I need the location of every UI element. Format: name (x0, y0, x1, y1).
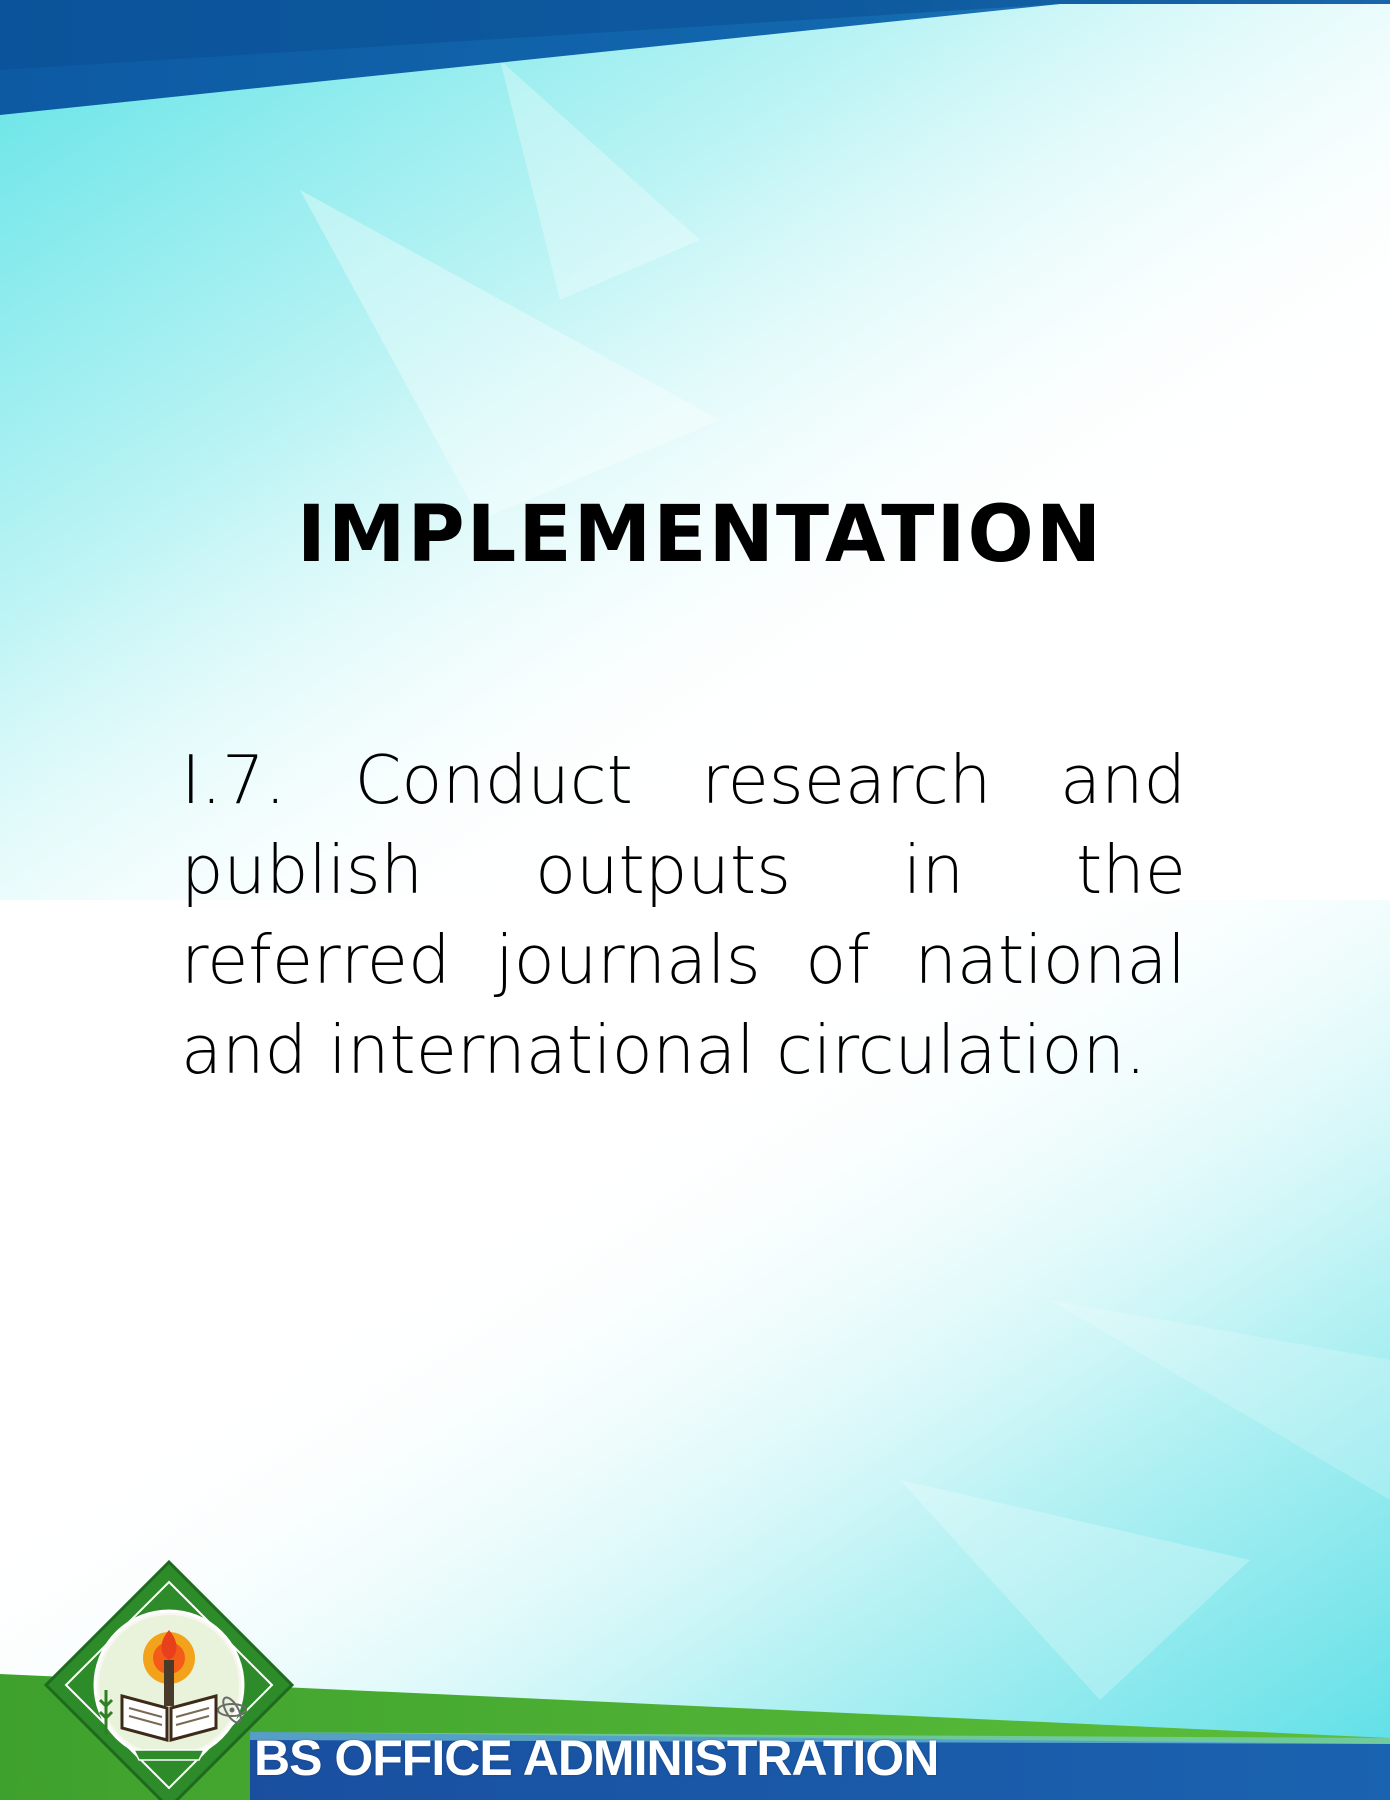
university-seal-icon (44, 1560, 294, 1800)
program-name: BS OFFICE ADMINISTRATION (254, 1730, 939, 1786)
page-heading: IMPLEMENTATION (296, 490, 1104, 580)
footer-band (0, 1674, 1390, 1800)
implementation-item-text: I.7. Conduct research and publish output… (181, 741, 1186, 1089)
